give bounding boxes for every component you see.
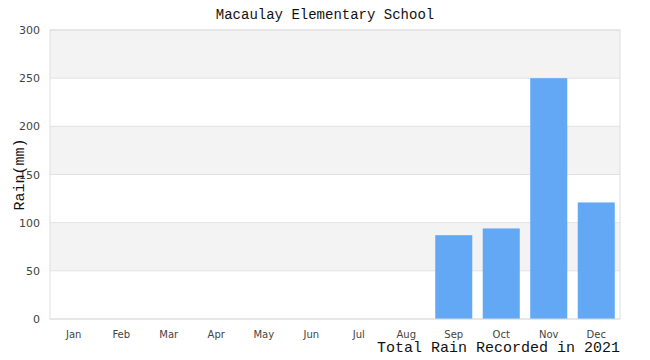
grid-band [50, 30, 620, 78]
x-tick-label: Nov [539, 329, 559, 340]
x-tick-label: Feb [112, 329, 130, 340]
bar [435, 235, 472, 319]
y-tick-label: 200 [19, 120, 40, 133]
x-tick-label: Oct [493, 329, 510, 340]
plot-frame [50, 30, 620, 319]
bar [483, 228, 520, 319]
y-tick-label: 0 [33, 313, 40, 326]
chart-title: Macaulay Elementary School [216, 7, 434, 23]
chart-svg: 050100150200250300JanFebMarAprMayJunJulA… [0, 0, 650, 360]
x-tick-label: Jul [352, 329, 365, 340]
x-tick-label: Jan [65, 329, 81, 340]
x-tick-label: Apr [208, 329, 226, 340]
x-axis-label: Total Rain Recorded in 2021 [377, 340, 620, 357]
y-axis-label: Rain(mm) [12, 138, 29, 210]
x-tick-label: Aug [396, 329, 416, 340]
x-tick-label: Dec [587, 329, 606, 340]
bar [578, 202, 615, 319]
x-tick-label: Mar [159, 329, 179, 340]
x-tick-label: May [253, 329, 274, 340]
bar [530, 78, 567, 319]
y-tick-label: 50 [26, 265, 40, 278]
y-tick-label: 100 [19, 217, 40, 230]
x-tick-label: Sep [444, 329, 463, 340]
bars [435, 78, 615, 319]
y-tick-label: 300 [19, 24, 40, 37]
y-tick-label: 250 [19, 72, 40, 85]
chart-container: 050100150200250300JanFebMarAprMayJunJulA… [0, 0, 650, 360]
x-tick-label: Jun [302, 329, 319, 340]
